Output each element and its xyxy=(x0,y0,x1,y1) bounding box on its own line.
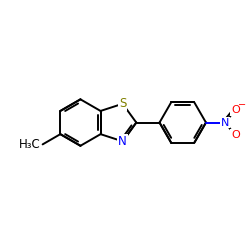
Text: H₃C: H₃C xyxy=(18,138,40,151)
Text: S: S xyxy=(119,97,126,110)
Text: O: O xyxy=(231,130,240,140)
Text: N: N xyxy=(118,135,127,148)
Text: N: N xyxy=(221,118,229,128)
Text: −: − xyxy=(238,100,246,110)
Text: O: O xyxy=(231,105,240,115)
